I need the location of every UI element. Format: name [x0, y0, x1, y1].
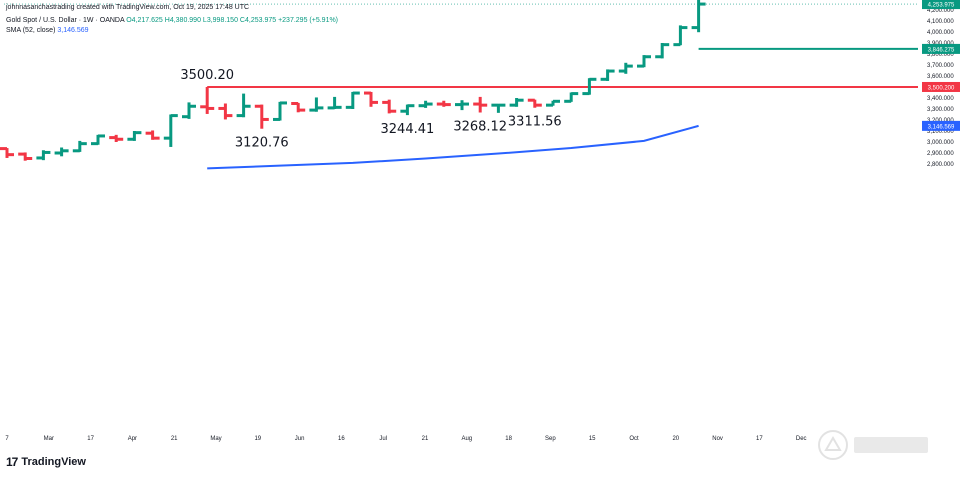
x-tick-label: Dec [796, 436, 807, 442]
low-value: L3,998.150 [202, 17, 238, 24]
price-tag-label: 3,500.200 [928, 85, 955, 91]
tradingview-logo-icon: 17 [6, 455, 18, 469]
x-tick-label: Sep [545, 436, 556, 442]
x-tick-label: May [210, 436, 221, 442]
x-tick-label: 21 [171, 436, 178, 442]
price-tag [922, 120, 960, 131]
price-annotation: 3244.41 [381, 122, 435, 137]
price-tag [922, 43, 960, 54]
price-annotation: 3120.76 [235, 136, 289, 151]
x-tick-label: 21 [422, 436, 429, 442]
y-tick-label: 4,200.000 [927, 8, 954, 14]
y-tick-label: 3,700.000 [927, 63, 954, 69]
price-tag [922, 0, 960, 10]
x-tick-label: 7 [5, 436, 9, 442]
sma-value: 3,146.569 [57, 27, 89, 34]
symbol-name: Gold Spot / U.S. Dollar · 1W · OANDA [6, 17, 125, 24]
brand-name: TradingView [21, 456, 86, 468]
price-tag [922, 81, 960, 92]
price-annotation: 3500.20 [180, 68, 234, 83]
x-tick-label: Nov [712, 436, 723, 442]
chart-credit: johnnasanchastrading created with Tradin… [6, 4, 250, 11]
y-tick-label: 3,100.000 [927, 129, 954, 135]
y-tick-label: 4,100.000 [927, 19, 954, 25]
sma-legend: SMA (52, close) 3,146.569 [6, 27, 89, 34]
x-tick-label: 19 [254, 436, 261, 442]
close-value: C4,253.975 [239, 17, 277, 24]
y-tick-label: 3,400.000 [927, 96, 954, 102]
y-tick-label: 3,300.000 [927, 107, 954, 113]
price-annotation: 3311.56 [508, 115, 562, 130]
high-value: H4,380.990 [164, 17, 201, 24]
y-tick-label: 3,800.000 [927, 52, 954, 58]
change-value: +237.295 (+5.91%) [278, 17, 339, 24]
x-tick-label: 15 [589, 436, 596, 442]
x-tick-label: 18 [505, 436, 512, 442]
x-tick-label: Jun [295, 436, 305, 442]
y-tick-label: 3,000.000 [927, 140, 954, 146]
x-tick-label: 20 [672, 436, 679, 442]
sma-line [207, 124, 699, 170]
x-tick-label: Jul [379, 436, 387, 442]
x-tick-label: 17 [87, 436, 94, 442]
x-tick-label: Aug [461, 436, 472, 442]
x-tick-label: Oct [629, 436, 639, 442]
tradingview-brand[interactable]: 17 TradingView [6, 455, 86, 469]
sma-label: SMA (52, close) [6, 27, 56, 34]
x-tick-label: Mar [44, 436, 54, 442]
watermark-icon [818, 430, 928, 460]
x-tick-label: 17 [756, 436, 763, 442]
price-tag-label: 3,146.569 [928, 124, 955, 130]
y-tick-label: 2,800.000 [927, 162, 954, 168]
price-annotation: 3268.12 [453, 120, 507, 135]
price-tag-label: 3,846.275 [928, 47, 955, 53]
open-value: O4,217.625 [126, 17, 163, 24]
y-tick-label: 4,000.000 [927, 30, 954, 36]
x-tick-label: 16 [338, 436, 345, 442]
y-tick-label: 2,900.000 [927, 151, 954, 157]
y-tick-label: 3,600.000 [927, 74, 954, 80]
price-tag-label: 4,253.975 [928, 3, 955, 9]
symbol-legend: Gold Spot / U.S. Dollar · 1W · OANDA O4,… [6, 17, 338, 24]
x-tick-label: Apr [128, 436, 137, 442]
